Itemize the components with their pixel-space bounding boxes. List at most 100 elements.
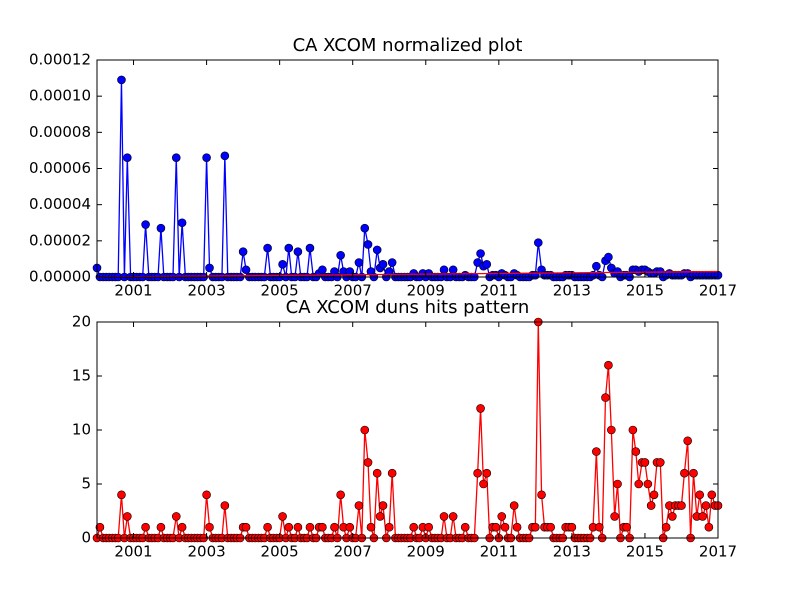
x-tick-label: 2003 xyxy=(187,282,225,300)
data-point xyxy=(592,261,601,271)
data-point xyxy=(284,522,294,532)
data-point xyxy=(497,512,507,521)
data-point xyxy=(363,240,373,249)
data-point xyxy=(594,522,604,532)
data-point xyxy=(372,468,382,478)
data-point xyxy=(409,522,419,532)
data-point xyxy=(366,522,376,532)
y-tick-label: 0.00006 xyxy=(29,159,91,177)
data-point xyxy=(448,512,458,521)
y-tick-label: 15 xyxy=(72,367,91,385)
series-line xyxy=(96,270,719,278)
data-point xyxy=(336,251,345,260)
data-point xyxy=(220,151,230,161)
y-tick-label: 5 xyxy=(81,475,91,493)
data-point xyxy=(695,490,705,500)
data-point xyxy=(491,522,501,532)
data-point xyxy=(205,522,214,532)
data-point xyxy=(177,522,187,532)
data-point xyxy=(448,265,458,275)
data-point xyxy=(607,425,616,435)
data-point xyxy=(655,458,665,467)
data-point xyxy=(640,458,650,467)
x-tick-label: 2015 xyxy=(626,282,664,300)
data-point xyxy=(205,263,214,273)
data-point xyxy=(567,522,577,532)
data-point xyxy=(220,501,230,510)
data-point xyxy=(123,153,132,162)
data-point xyxy=(482,260,492,269)
data-point xyxy=(318,522,327,532)
data-point xyxy=(689,468,698,478)
data-point xyxy=(546,522,555,532)
data-point xyxy=(537,490,546,500)
data-point xyxy=(293,247,303,256)
data-point xyxy=(360,223,370,233)
data-point xyxy=(360,425,370,435)
data-point xyxy=(156,223,166,233)
data-point xyxy=(336,490,345,500)
data-point xyxy=(354,501,364,510)
data-point xyxy=(634,479,644,489)
data-point xyxy=(241,522,251,532)
data-point xyxy=(375,512,385,521)
data-point xyxy=(123,512,132,521)
x-tick-label: 2009 xyxy=(407,282,445,300)
data-point xyxy=(95,522,105,532)
data-point xyxy=(512,522,522,532)
data-point xyxy=(387,258,397,267)
data-point xyxy=(278,512,287,521)
y-tick-label: 0.00004 xyxy=(29,195,91,213)
y-tick-label: 20 xyxy=(72,313,91,331)
data-point xyxy=(668,512,677,521)
data-point xyxy=(683,436,692,446)
x-tick-label: 2005 xyxy=(261,543,299,561)
data-point xyxy=(387,468,397,478)
y-tick-label: 0.00010 xyxy=(29,87,91,105)
data-point xyxy=(372,245,382,255)
x-tick-label: 2017 xyxy=(699,543,737,561)
data-point xyxy=(500,522,510,532)
x-tick-label: 2009 xyxy=(407,543,445,561)
y-tick-label: 0.00002 xyxy=(29,231,91,249)
data-point xyxy=(479,479,488,489)
data-point xyxy=(592,447,601,456)
data-point xyxy=(604,252,613,262)
data-point xyxy=(643,479,653,489)
data-point xyxy=(460,522,470,532)
data-point xyxy=(384,267,394,276)
data-point xyxy=(238,247,248,256)
data-point xyxy=(202,153,211,162)
x-tick-label: 2003 xyxy=(187,543,225,561)
data-point xyxy=(378,260,388,269)
data-point xyxy=(263,522,272,532)
y-tick-label: 0 xyxy=(81,529,91,547)
data-point xyxy=(628,425,638,435)
data-point xyxy=(533,238,543,247)
data-point xyxy=(345,522,355,532)
data-point xyxy=(476,404,485,413)
x-tick-label: 2013 xyxy=(553,543,591,561)
data-point xyxy=(424,522,433,532)
data-point xyxy=(241,265,251,275)
data-point xyxy=(117,490,126,500)
x-tick-label: 2017 xyxy=(699,282,737,300)
x-tick-label: 2013 xyxy=(553,282,591,300)
x-tick-label: 2001 xyxy=(114,543,152,561)
data-point xyxy=(439,512,449,521)
data-point xyxy=(305,522,315,532)
y-tick-label: 0.00000 xyxy=(29,268,91,286)
y-tick-label: 10 xyxy=(72,421,91,439)
data-point xyxy=(707,490,717,500)
data-point xyxy=(649,490,659,500)
data-point xyxy=(701,501,711,510)
data-point xyxy=(473,468,482,478)
data-point xyxy=(378,501,388,510)
data-point xyxy=(156,522,166,532)
data-point xyxy=(439,265,449,275)
data-point xyxy=(202,490,211,500)
data-point xyxy=(698,512,707,521)
data-point xyxy=(680,468,689,478)
x-tick-label: 2015 xyxy=(626,543,664,561)
